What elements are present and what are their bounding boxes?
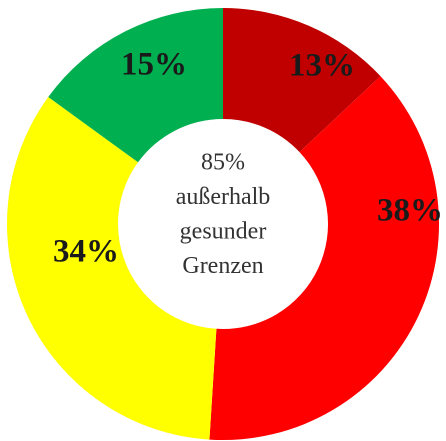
center-label: gesunder	[180, 219, 267, 245]
data-label: 34%	[53, 234, 119, 270]
data-label: 15%	[121, 47, 187, 83]
center-label: 85%	[201, 150, 245, 176]
center-label: Grenzen	[182, 253, 263, 279]
data-label: 38%	[377, 193, 443, 229]
donut-segment	[6, 97, 217, 440]
donut-segment	[209, 76, 439, 440]
data-label: 13%	[289, 48, 355, 84]
center-label: außerhalb	[176, 184, 271, 210]
donut-segment	[223, 8, 381, 153]
donut-segment	[48, 7, 223, 163]
